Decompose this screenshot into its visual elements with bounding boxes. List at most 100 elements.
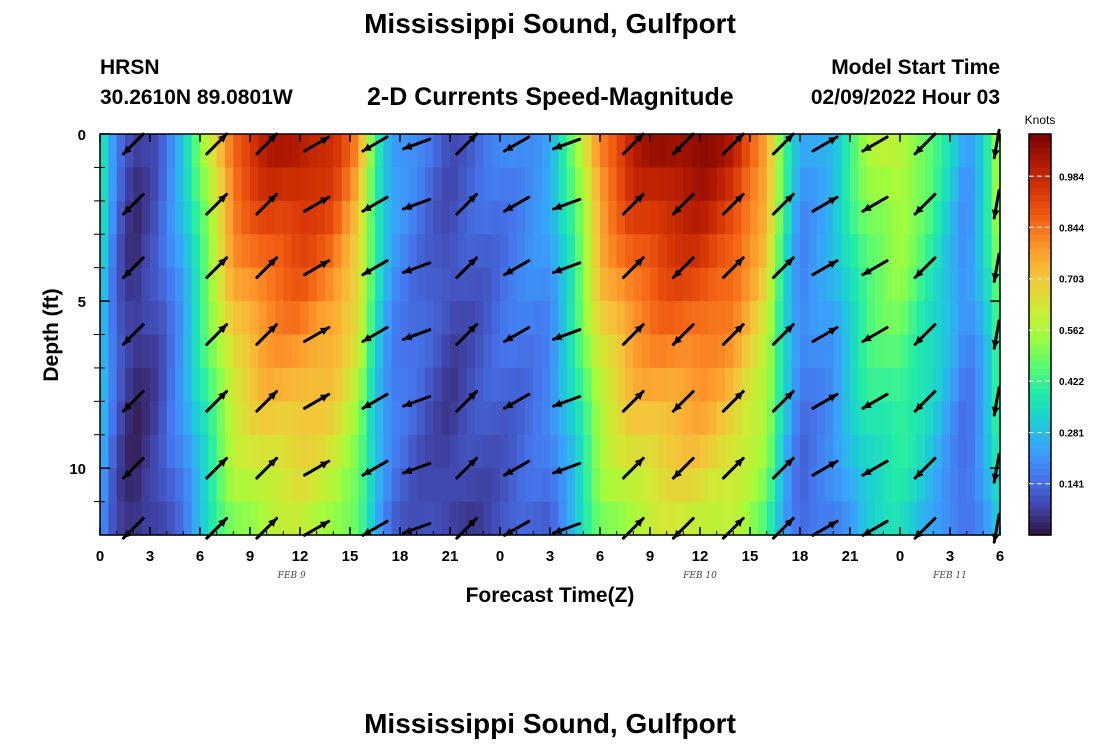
heatmap-cell	[366, 401, 376, 436]
heatmap-cell	[225, 134, 234, 169]
heatmap-cell	[658, 367, 668, 402]
heatmap-cell	[883, 267, 893, 302]
current-vector-arrow	[255, 132, 279, 156]
heatmap-cell	[975, 401, 984, 436]
heatmap-cell	[958, 468, 968, 503]
heatmap-cell	[925, 234, 934, 269]
heatmap-cell	[358, 501, 368, 536]
heatmap-cell	[650, 267, 659, 302]
heatmap-cell	[991, 367, 1001, 402]
heatmap-cell	[241, 267, 251, 302]
heatmap-cell	[866, 301, 876, 336]
heatmap-cell	[508, 367, 518, 402]
heatmap-cell	[783, 367, 793, 402]
current-vector-arrow	[255, 256, 279, 280]
heatmap-cell	[208, 167, 218, 202]
heatmap-cell	[391, 401, 401, 436]
heatmap-cell	[416, 334, 426, 369]
heatmap-cell	[566, 267, 576, 302]
heatmap-cell	[991, 234, 1001, 269]
heatmap-cell	[475, 501, 484, 536]
current-vector-arrow	[671, 323, 695, 346]
heatmap-cell	[583, 234, 593, 269]
heatmap-cell	[983, 200, 993, 235]
heatmap-cell	[125, 501, 134, 536]
heatmap-cell	[516, 301, 526, 336]
colorbar-segment	[1029, 187, 1051, 195]
heatmap-cell	[125, 267, 134, 302]
heatmap-cell	[383, 501, 393, 536]
heatmap-cell	[150, 367, 159, 402]
heatmap-cell	[300, 367, 309, 402]
heatmap-cell	[408, 267, 418, 302]
current-vector-arrow	[811, 135, 839, 153]
heatmap-cell	[491, 134, 501, 169]
heatmap-cell	[266, 367, 276, 402]
heatmap-cell	[275, 301, 284, 336]
heatmap-cell	[866, 468, 876, 503]
colorbar-segment	[1029, 488, 1051, 496]
heatmap-cell	[758, 401, 768, 436]
heatmap-cell	[850, 167, 859, 202]
heatmap-cell	[550, 134, 559, 169]
heatmap-cell	[316, 267, 326, 302]
heatmap-cell	[908, 468, 918, 503]
heatmap-cell	[950, 401, 959, 436]
heatmap-cell	[133, 434, 143, 469]
heatmap-cell	[966, 267, 976, 302]
heatmap-cell	[241, 167, 251, 202]
heatmap-cell	[208, 200, 218, 235]
heatmap-cell	[891, 468, 901, 503]
heatmap-cell	[400, 434, 409, 469]
chart-title: Mississippi Sound, Gulfport	[364, 8, 736, 39]
heatmap-cell	[725, 134, 734, 169]
heatmap-cell	[908, 301, 918, 336]
heatmap-cell	[500, 200, 509, 235]
heatmap-cell	[908, 334, 918, 369]
heatmap-cell	[666, 501, 676, 536]
heatmap-cell	[850, 267, 859, 302]
model-start-label: Model Start Time	[831, 56, 1000, 79]
heatmap-cell	[325, 468, 334, 503]
heatmap-cell	[658, 301, 668, 336]
y-tick-label: 0	[78, 127, 86, 144]
heatmap-cell	[391, 167, 401, 202]
heatmap-cell	[591, 200, 601, 235]
current-vector-arrow	[361, 195, 389, 213]
heatmap-cell	[850, 134, 859, 169]
current-vector-arrow	[621, 192, 645, 216]
heatmap-cell	[900, 200, 909, 235]
current-vector-arrow	[402, 137, 432, 151]
heatmap-cell	[600, 301, 609, 336]
heatmap-cell	[375, 401, 384, 436]
heatmap-cell	[191, 434, 201, 469]
heatmap-cell	[833, 167, 843, 202]
heatmap-cell	[100, 434, 109, 469]
heatmap-cell	[225, 234, 234, 269]
current-vector-arrow	[205, 323, 229, 346]
heatmap-cell	[691, 334, 701, 369]
heatmap-cell	[266, 301, 276, 336]
heatmap-cell	[533, 267, 543, 302]
heatmap-cell	[683, 468, 693, 503]
heatmap-cell	[108, 134, 118, 169]
heatmap-cell	[425, 167, 434, 202]
heatmap-cell	[575, 468, 584, 503]
heatmap-cell	[250, 167, 259, 202]
heatmap-cell	[383, 200, 393, 235]
heatmap-cell	[275, 334, 284, 369]
heatmap-cell	[158, 234, 168, 269]
heatmap-cell	[341, 334, 351, 369]
heatmap-cell	[208, 334, 218, 369]
heatmap-cell	[400, 167, 409, 202]
heatmap-cell	[433, 167, 443, 202]
heatmap-cell	[825, 167, 834, 202]
heatmap-cell	[391, 434, 401, 469]
current-vector-arrow	[303, 519, 331, 537]
heatmap-cell	[408, 367, 418, 402]
heatmap-cell	[300, 234, 309, 269]
heatmap-cell	[491, 267, 501, 302]
heatmap-cell	[700, 134, 709, 169]
heatmap-cell	[716, 134, 726, 169]
colorbar-segment	[1029, 307, 1051, 316]
